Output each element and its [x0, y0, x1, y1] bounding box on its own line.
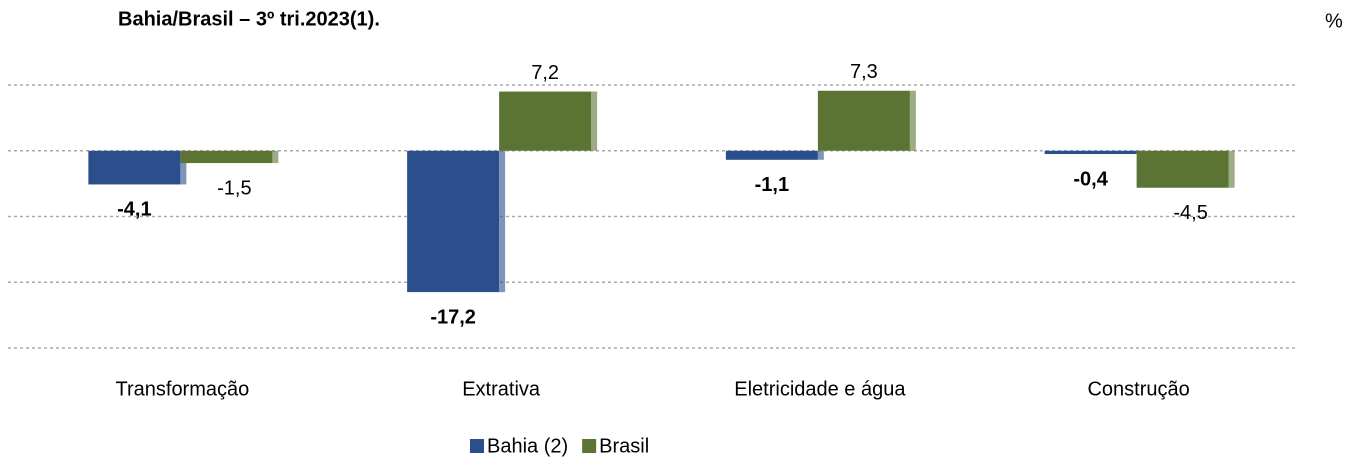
- x-tick-label: Construção: [1087, 378, 1189, 400]
- unit-label: %: [1325, 10, 1343, 32]
- legend-swatch: [470, 439, 484, 453]
- data-label: -1,5: [217, 177, 251, 199]
- bar-side: [817, 150, 824, 160]
- bar-side: [909, 90, 916, 151]
- bar: [1044, 150, 1137, 155]
- data-label: -4,1: [117, 199, 151, 221]
- data-label: -0,4: [1073, 168, 1108, 190]
- data-label: 7,2: [531, 62, 559, 84]
- x-tick-label: Transformação: [116, 378, 250, 400]
- x-tick-label: Extrativa: [462, 378, 541, 400]
- bar: [1136, 150, 1229, 188]
- bar: [88, 150, 181, 185]
- bar: [407, 150, 500, 293]
- bar-side: [591, 91, 598, 151]
- bar-side: [499, 150, 506, 293]
- legend-swatch: [582, 439, 597, 453]
- legend-label: Bahia (2): [487, 435, 568, 457]
- data-label: 7,3: [850, 61, 878, 83]
- legend-label: Brasil: [599, 435, 649, 457]
- chart-title: Bahia/Brasil – 3º tri.2023(1).: [118, 8, 380, 30]
- bar-side: [272, 150, 279, 164]
- x-tick-label: Eletricidade e água: [734, 378, 906, 400]
- data-label: -4,5: [1173, 202, 1207, 224]
- bar: [499, 91, 592, 151]
- bar-side: [1228, 150, 1235, 188]
- data-label: -17,2: [430, 306, 476, 328]
- bar-side: [180, 150, 187, 185]
- data-label: -1,1: [755, 174, 789, 196]
- bar: [180, 150, 273, 164]
- bar: [725, 150, 818, 160]
- bar: [817, 90, 910, 151]
